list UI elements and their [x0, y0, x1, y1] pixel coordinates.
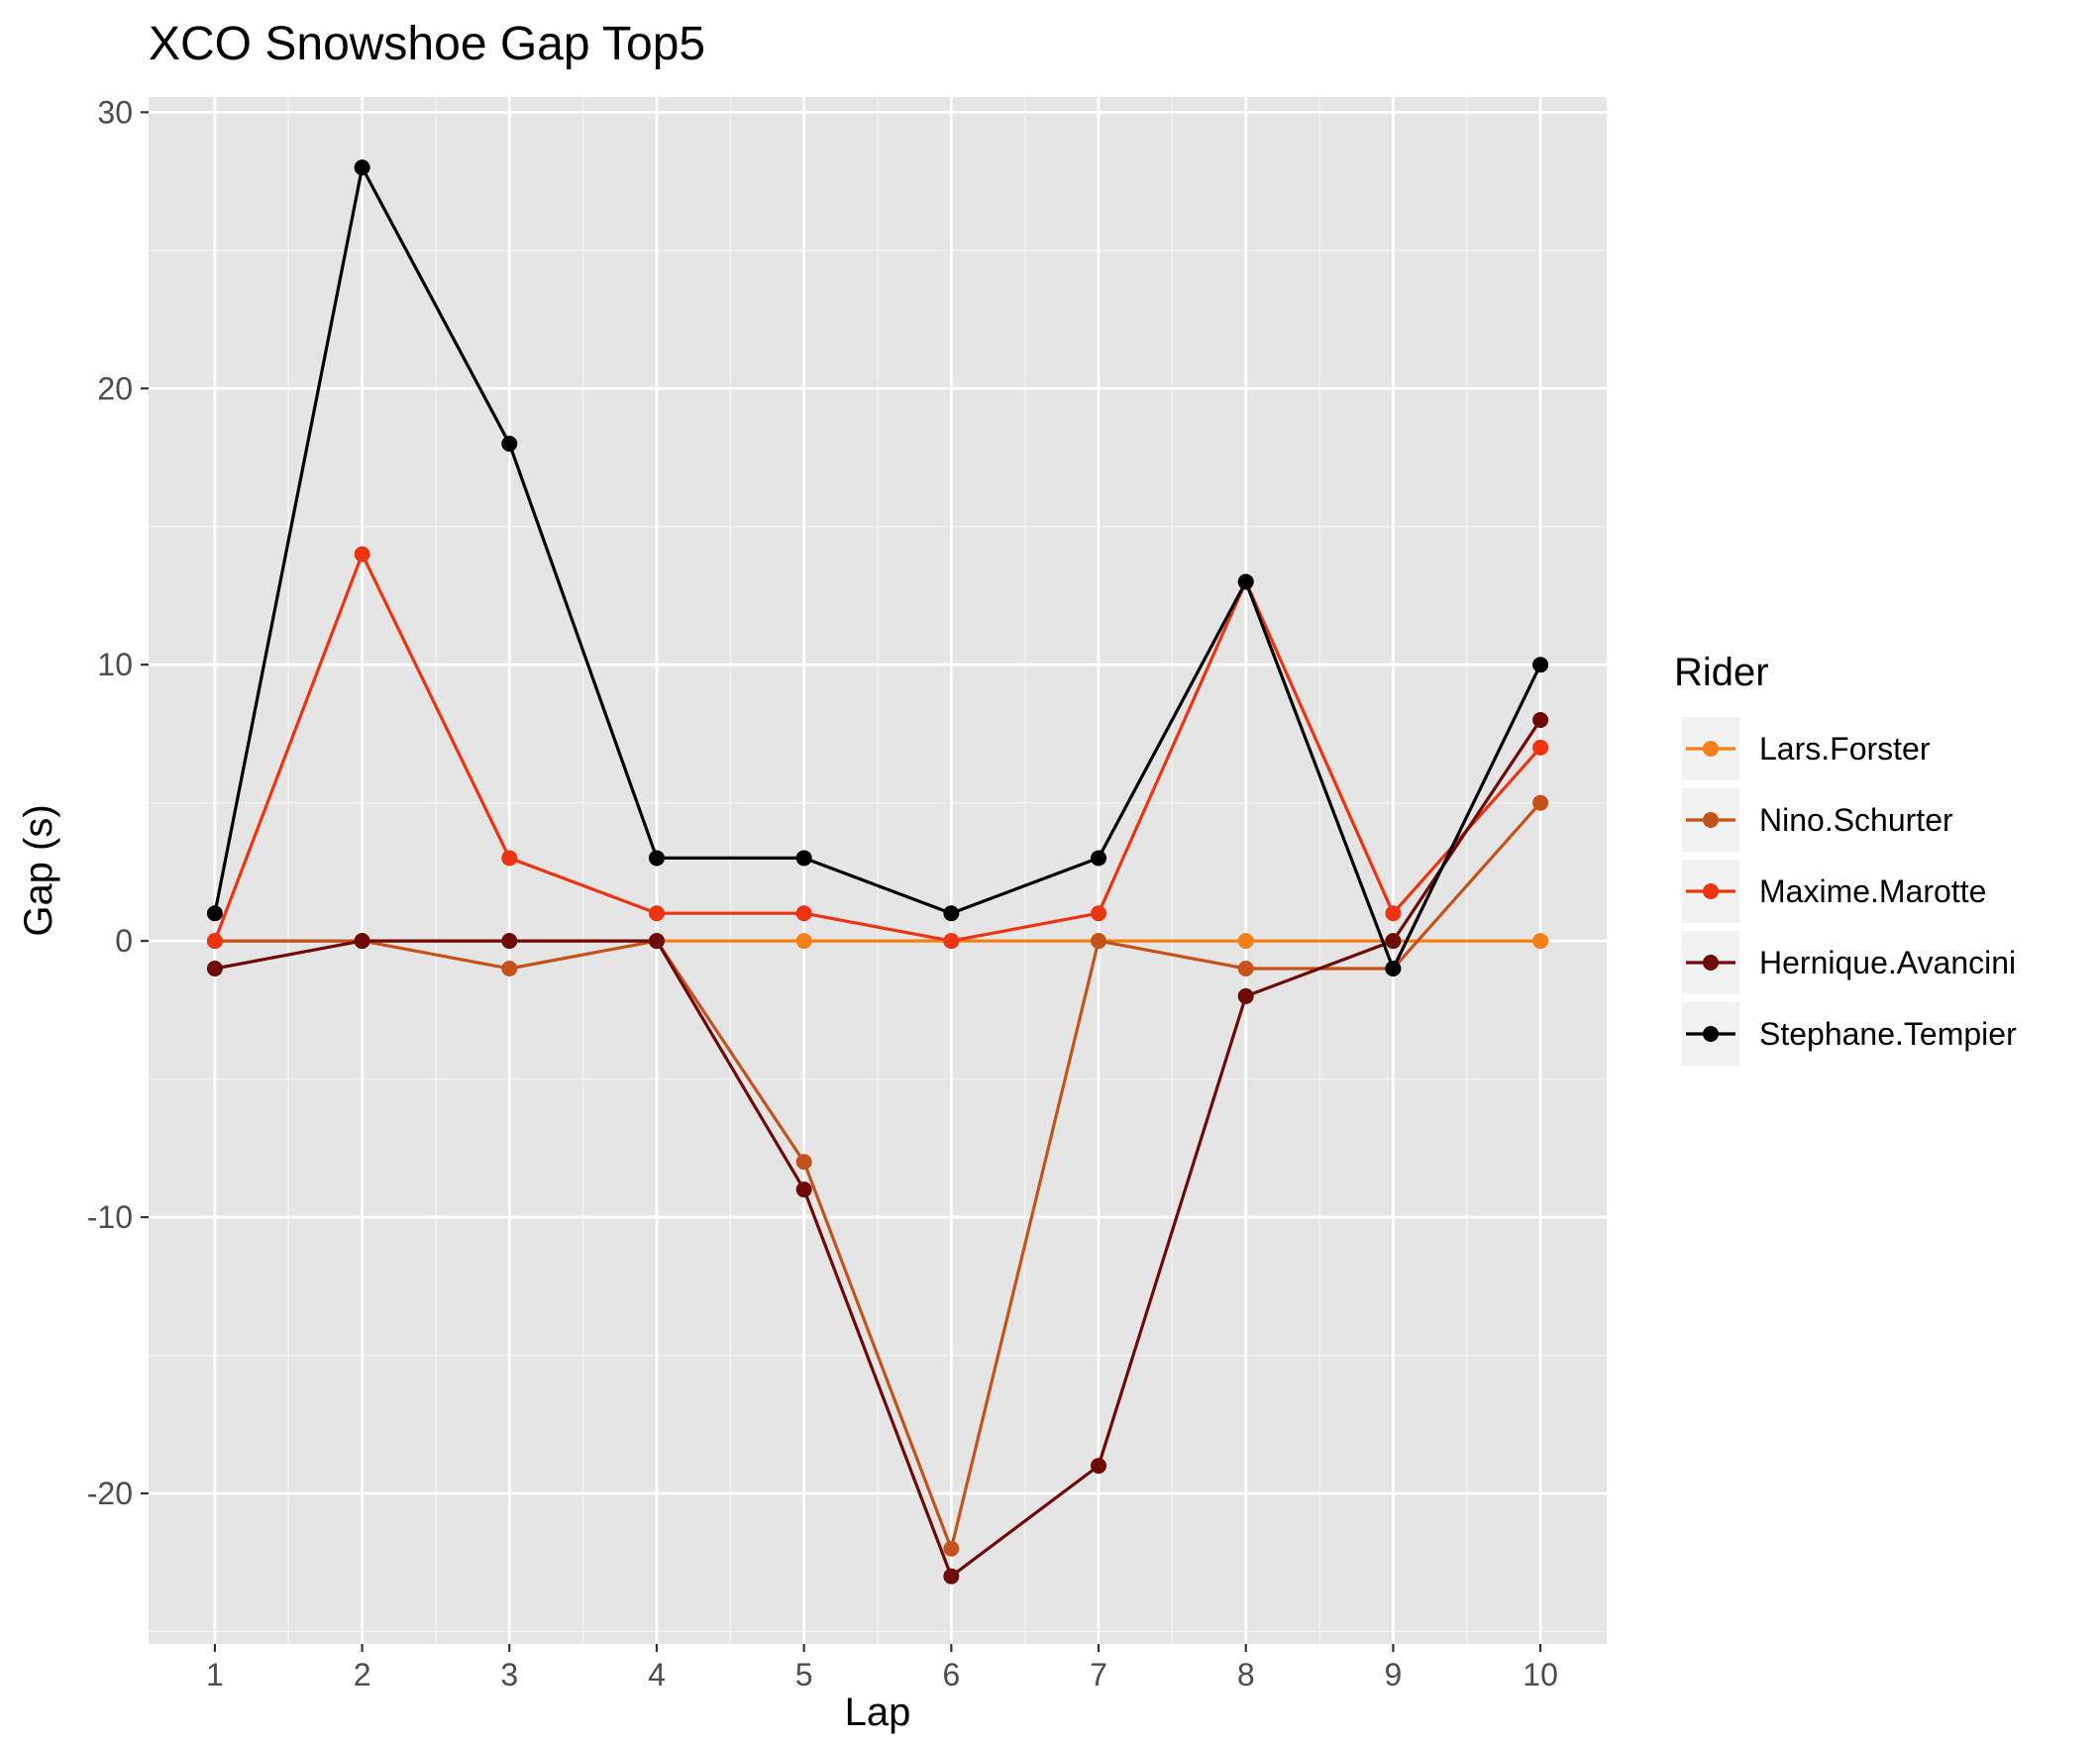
series-line-maxime-marotte — [213, 552, 1542, 943]
legend-key-point — [1703, 741, 1719, 757]
legend-item-maxime-marotte: Maxime.Marotte — [1682, 860, 1986, 923]
data-point-maxime-marotte — [206, 933, 223, 950]
legend: Rider Lars.Forster Nino.Schurter Maxime.Ma… — [1674, 651, 2017, 1066]
x-tick-label: 6 — [942, 1657, 960, 1692]
data-point-stephane-tempier — [1091, 850, 1107, 867]
data-point-maxime-marotte — [648, 905, 665, 922]
legend-key-point — [1703, 955, 1719, 971]
legend-label: Nino.Schurter — [1759, 802, 1953, 838]
series-line-hernique-avancini — [214, 719, 1542, 1579]
data-point-hernique-avancini — [648, 933, 665, 950]
data-point-lars-forster — [1237, 933, 1254, 950]
data-point-stephane-tempier — [943, 905, 960, 922]
data-point-hernique-avancini — [1532, 711, 1549, 728]
x-tick-label: 8 — [1237, 1657, 1255, 1692]
series-line-stephane-tempier — [213, 165, 1542, 971]
legend-item-nino-schurter: Nino.Schurter — [1682, 788, 1953, 852]
data-point-maxime-marotte — [501, 850, 518, 867]
chart-title: XCO Snowshoe Gap Top5 — [149, 18, 705, 70]
data-point-stephane-tempier — [1385, 961, 1402, 977]
y-axis-title: Gap (s) — [17, 804, 60, 936]
x-tick-label: 7 — [1090, 1657, 1107, 1692]
y-tick-label: 30 — [97, 94, 133, 130]
data-point-lars-forster — [795, 933, 812, 950]
x-tick-label: 9 — [1385, 1657, 1403, 1692]
x-tick-label: 5 — [795, 1657, 813, 1692]
x-tick-label: 3 — [500, 1657, 518, 1692]
data-point-maxime-marotte — [1532, 739, 1549, 756]
x-axis-title: Lap — [845, 1690, 911, 1734]
series-layer — [206, 159, 1549, 1585]
legend-label: Stephane.Tempier — [1759, 1016, 2017, 1052]
data-point-maxime-marotte — [1091, 905, 1107, 922]
x-tick-label: 1 — [206, 1657, 224, 1692]
data-point-stephane-tempier — [1237, 573, 1254, 590]
legend-item-lars-forster: Lars.Forster — [1682, 717, 1931, 780]
data-point-nino-schurter — [795, 1154, 812, 1171]
data-point-nino-schurter — [943, 1540, 960, 1557]
legend-key-point — [1703, 1026, 1719, 1042]
legend-label: Hernique.Avancini — [1759, 945, 2016, 980]
data-point-hernique-avancini — [943, 1568, 960, 1585]
data-point-stephane-tempier — [795, 850, 812, 867]
x-tick-label: 10 — [1522, 1657, 1558, 1692]
y-tick-label: 20 — [97, 370, 133, 406]
legend-title: Rider — [1674, 651, 1769, 694]
y-tick-label: -10 — [87, 1199, 133, 1235]
data-point-maxime-marotte — [943, 933, 960, 950]
data-point-stephane-tempier — [1532, 657, 1549, 673]
legend-key-point — [1703, 883, 1719, 899]
data-point-nino-schurter — [501, 961, 518, 977]
legend-label: Maxime.Marotte — [1759, 873, 1986, 909]
x-tick-label: 2 — [354, 1657, 371, 1692]
data-point-hernique-avancini — [354, 933, 370, 950]
data-point-stephane-tempier — [501, 436, 518, 453]
data-point-nino-schurter — [1532, 794, 1549, 811]
data-point-hernique-avancini — [795, 1181, 812, 1198]
data-point-hernique-avancini — [206, 961, 223, 977]
x-axis: 1 2 3 4 5 6 7 8 9 10 — [206, 1644, 1558, 1692]
legend-key-point — [1703, 812, 1719, 828]
data-point-hernique-avancini — [1385, 933, 1402, 950]
x-tick-label: 4 — [648, 1657, 666, 1692]
y-tick-label: -20 — [87, 1476, 133, 1511]
legend-item-hernique-avancini: Hernique.Avancini — [1682, 931, 2016, 994]
y-tick-label: 0 — [115, 923, 133, 959]
data-point-maxime-marotte — [354, 546, 370, 563]
data-point-maxime-marotte — [1385, 905, 1402, 922]
data-point-nino-schurter — [1091, 933, 1107, 950]
data-point-stephane-tempier — [206, 905, 223, 922]
data-point-stephane-tempier — [354, 159, 370, 176]
data-point-maxime-marotte — [795, 905, 812, 922]
data-point-hernique-avancini — [501, 933, 518, 950]
y-axis: -20 -10 0 10 20 30 — [87, 94, 149, 1511]
data-point-hernique-avancini — [1237, 987, 1254, 1004]
data-point-nino-schurter — [1237, 961, 1254, 977]
y-tick-label: 10 — [97, 647, 133, 682]
data-point-stephane-tempier — [648, 850, 665, 867]
legend-label: Lars.Forster — [1759, 731, 1931, 767]
data-point-lars-forster — [1532, 933, 1549, 950]
legend-item-stephane-tempier: Stephane.Tempier — [1682, 1002, 2017, 1066]
data-point-hernique-avancini — [1091, 1458, 1107, 1475]
